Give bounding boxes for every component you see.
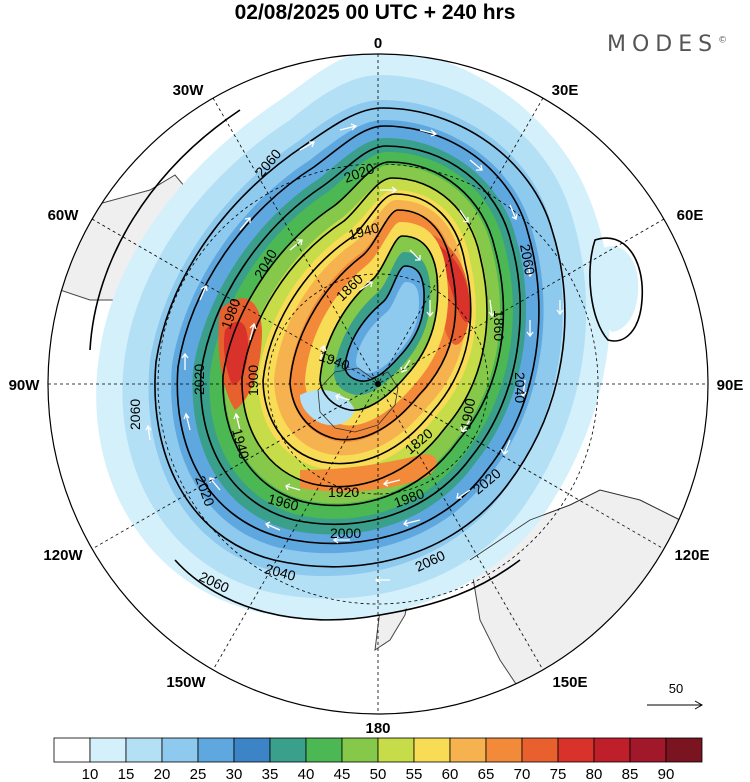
brand-text: MODES	[607, 32, 719, 57]
colorbar-swatch	[269, 737, 307, 763]
contour-label: 2040	[263, 560, 297, 584]
colorbar-swatch	[161, 737, 199, 763]
height-contours	[89, 107, 644, 621]
lon-label-120w: 120W	[43, 547, 83, 564]
lon-label-90w: 90W	[9, 377, 41, 394]
colorbar-tick-label: 30	[226, 766, 243, 782]
colorbar-swatch	[521, 737, 559, 763]
contour-label: 2060	[127, 399, 143, 430]
contour-label: 1920	[328, 484, 359, 500]
lon-label-150w: 150W	[166, 674, 206, 691]
lon-label-0: 0	[374, 35, 382, 52]
south-pole-marker	[375, 381, 381, 387]
lon-label-120e: 120E	[674, 547, 709, 564]
colorbar-tick-label: 20	[154, 766, 171, 782]
contour-label: 2060	[517, 243, 538, 277]
lon-label-30e: 30E	[552, 82, 579, 99]
colorbar-tick-label: 60	[442, 766, 459, 782]
contour-label: 2020	[191, 364, 207, 395]
contour-label: 1860	[491, 310, 507, 341]
colorbar-tick-label: 85	[622, 766, 639, 782]
reference-arrow-icon	[694, 700, 704, 710]
colorbar-tick-label: 55	[406, 766, 423, 782]
colorbar-swatch	[449, 737, 487, 763]
colorbar-tick-label: 10	[82, 766, 99, 782]
copyright-mark: ©	[718, 35, 728, 46]
colorbar-tick-label: 90	[658, 766, 675, 782]
map-field	[48, 54, 708, 714]
colorbar-swatch	[233, 737, 271, 763]
reference-vector-label: 50	[669, 681, 683, 696]
colorbar-swatch	[557, 737, 595, 763]
colorbar-tick-label: 80	[586, 766, 603, 782]
contour-label: 1940	[229, 427, 253, 461]
colorbar-tick-label: 25	[190, 766, 207, 782]
lon-label-180: 180	[365, 720, 390, 737]
colorbar-tick-label: 70	[514, 766, 531, 782]
map-boundary	[47, 53, 709, 715]
reference-vector: 50	[647, 681, 704, 710]
colorbar-swatch	[485, 737, 523, 763]
contour-label: 1900	[245, 365, 261, 396]
colorbar-tick-label: 35	[262, 766, 279, 782]
colorbar-tick-label: 65	[478, 766, 495, 782]
colorbar-swatch	[197, 737, 235, 763]
lon-label-90e: 90E	[717, 377, 744, 394]
lon-label-150e: 150E	[552, 674, 587, 691]
contour-label: 2000	[330, 525, 361, 541]
map-title: 02/08/2025 00 UTC + 240 hrs	[234, 1, 516, 24]
lon-label-60e: 60E	[677, 207, 704, 224]
colorbar-swatch	[125, 737, 163, 763]
colorbar-swatch	[665, 737, 703, 763]
colorbar-swatch	[593, 737, 631, 763]
colorbar-tick-label: 50	[370, 766, 387, 782]
colorbar-swatch	[305, 737, 343, 763]
contour-label: 1940	[347, 219, 381, 243]
longitude-labels: 0 30E 60E 90E 120E 150E 180 150W 120W 90…	[9, 35, 744, 737]
colorbar-tick-label: 75	[550, 766, 567, 782]
colorbar-swatch	[629, 737, 667, 763]
contour-label: 1900	[457, 397, 478, 431]
colorbar-swatch	[89, 737, 127, 763]
brand-logo: MODES©	[607, 32, 727, 57]
colorbar-tick-label: 45	[334, 766, 351, 782]
wind-vectors	[145, 123, 564, 584]
colorbar-swatch	[377, 737, 415, 763]
colorbar-swatch	[341, 737, 379, 763]
colorbar-swatch	[413, 737, 451, 763]
contour-label: 2040	[512, 372, 528, 403]
contour-label: 1960	[266, 490, 300, 514]
colorbar-tick-label: 15	[118, 766, 135, 782]
lon-label-30w: 30W	[173, 82, 205, 99]
colorbar-tick-label: 40	[298, 766, 315, 782]
colorbar: 10 15 20 25 30 35 40 45 50 55 60 65 70 75 80 85 90	[53, 737, 703, 782]
lon-label-60w: 60W	[48, 207, 80, 224]
colorbar-swatch	[53, 737, 91, 763]
